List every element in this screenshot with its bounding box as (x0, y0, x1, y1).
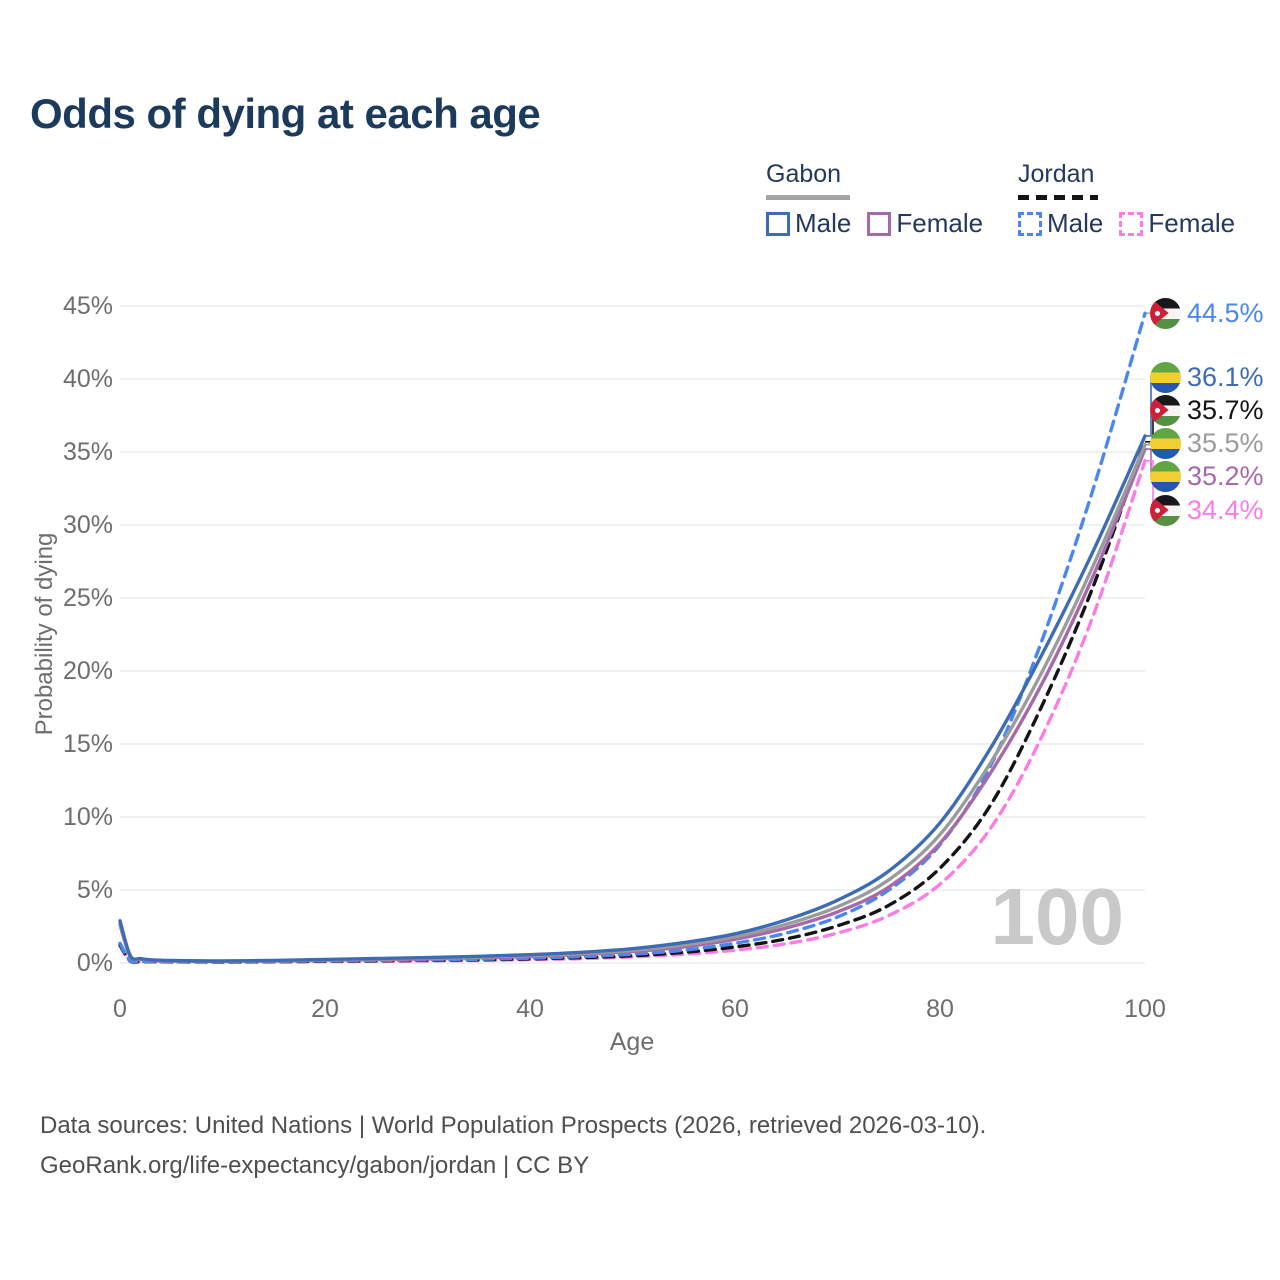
jordan-male-swatch-icon[interactable] (1018, 211, 1042, 236)
end-label: 44.5% (1150, 297, 1264, 329)
x-tick-label: 40 (516, 995, 544, 1023)
legend-item-gabon-male[interactable]: Male (766, 208, 851, 239)
legend-title-gabon: Gabon (766, 160, 842, 188)
x-axis-title: Age (609, 1028, 655, 1056)
end-label: 35.5% (1150, 427, 1264, 459)
gabon-flag-icon (1150, 427, 1181, 459)
x-tick-label: 0 (113, 995, 127, 1023)
series-line-gabon-male[interactable] (118, 434, 1147, 963)
y-tick-label: 30% (62, 511, 113, 539)
y-tick-label: 25% (62, 584, 113, 612)
y-tick-label: 5% (76, 876, 113, 904)
y-tick-label: 15% (62, 730, 113, 758)
gabon-flag-icon (1150, 460, 1181, 492)
end-label-value: 35.7% (1187, 394, 1264, 425)
legend-group-jordan: Jordan Male Female (1018, 160, 1235, 239)
end-label: 35.2% (1150, 460, 1264, 492)
dashed-line-swatch (1018, 195, 1098, 200)
legend-item-jordan-female[interactable]: Female (1119, 208, 1235, 239)
watermark: 100 (991, 872, 1124, 961)
y-tick-label: 45% (62, 292, 113, 320)
gabon-female-swatch-icon[interactable] (867, 211, 892, 236)
end-label: 36.1% (1150, 361, 1264, 393)
legend-group-gabon: Gabon Male Female (766, 160, 983, 239)
footer-line-2: GeoRank.org/life-expectancy/gabon/jordan… (40, 1152, 590, 1179)
jordan-flag-icon (1150, 297, 1181, 329)
legend-title-jordan: Jordan (1018, 160, 1095, 188)
y-tick-label: 20% (62, 657, 113, 685)
legend-item-label: Male (795, 208, 852, 238)
series-line-jordan-male[interactable] (118, 311, 1147, 964)
y-tick-label: 35% (62, 438, 113, 466)
end-label-value: 34.4% (1187, 494, 1264, 525)
jordan-female-swatch-icon[interactable] (1119, 211, 1144, 236)
legend-item-gabon-female[interactable]: Female (867, 208, 983, 239)
end-label: 35.7% (1150, 394, 1264, 426)
gabon-flag-icon (1150, 361, 1181, 393)
page-title: Odds of dying at each age (30, 90, 541, 137)
x-tick-label: 60 (721, 995, 749, 1023)
footer: Data sources: United Nations | World Pop… (40, 1106, 986, 1186)
legend-item-label: Female (896, 208, 984, 238)
x-tick-label: 20 (311, 995, 339, 1023)
end-label-value: 36.1% (1187, 361, 1264, 392)
y-tick-label: 0% (76, 949, 113, 977)
end-label-value: 35.5% (1187, 427, 1264, 458)
solid-line-swatch (766, 195, 850, 200)
legend-item-label: Female (1148, 208, 1236, 238)
end-label: 34.4% (1150, 494, 1264, 526)
x-tick-label: 80 (926, 995, 954, 1023)
jordan-flag-icon (1150, 494, 1181, 526)
legend-item-label: Male (1047, 208, 1104, 238)
legend-item-jordan-male[interactable]: Male (1018, 208, 1103, 239)
jordan-flag-icon (1150, 394, 1181, 426)
y-tick-label: 10% (62, 803, 113, 831)
y-axis-title: Probability of dying (31, 532, 58, 736)
end-label-value: 35.2% (1187, 460, 1264, 491)
x-tick-label: 100 (1124, 995, 1166, 1023)
footer-line-1: Data sources: United Nations | World Pop… (40, 1112, 987, 1139)
end-label-value: 44.5% (1187, 297, 1264, 328)
y-tick-label: 40% (62, 365, 113, 393)
gabon-male-swatch-icon[interactable] (766, 211, 790, 236)
